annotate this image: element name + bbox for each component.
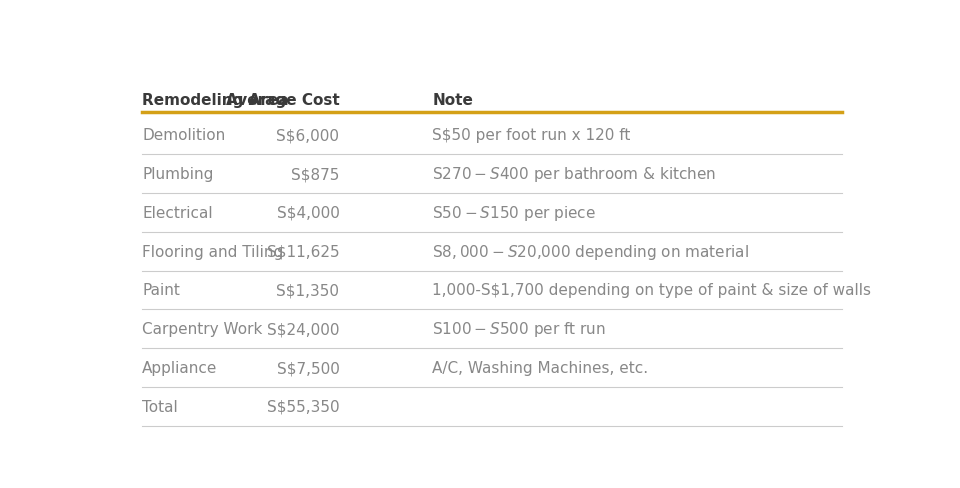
Text: Demolition: Demolition bbox=[142, 128, 226, 143]
Text: S$100-S$500 per ft run: S$100-S$500 per ft run bbox=[432, 320, 607, 339]
Text: Average Cost: Average Cost bbox=[226, 92, 340, 107]
Text: 1,000-S$1,700 depending on type of paint & size of walls: 1,000-S$1,700 depending on type of paint… bbox=[432, 283, 872, 298]
Text: S$7,500: S$7,500 bbox=[276, 360, 340, 375]
Text: S$8,000-S$20,000 depending on material: S$8,000-S$20,000 depending on material bbox=[432, 242, 750, 261]
Text: S$1,350: S$1,350 bbox=[276, 283, 340, 298]
Text: Paint: Paint bbox=[142, 283, 180, 298]
Text: S$6,000: S$6,000 bbox=[276, 128, 340, 143]
Text: Remodeling Area: Remodeling Area bbox=[142, 92, 289, 107]
Text: S$50 per foot run x 120 ft: S$50 per foot run x 120 ft bbox=[432, 128, 631, 143]
Text: S$50-S$150 per piece: S$50-S$150 per piece bbox=[432, 203, 596, 223]
Text: Electrical: Electrical bbox=[142, 205, 213, 221]
Text: S$270-S$400 per bathroom & kitchen: S$270-S$400 per bathroom & kitchen bbox=[432, 165, 717, 184]
Text: S$55,350: S$55,350 bbox=[267, 399, 340, 414]
Text: Carpentry Work: Carpentry Work bbox=[142, 322, 263, 337]
Text: A/C, Washing Machines, etc.: A/C, Washing Machines, etc. bbox=[432, 360, 649, 375]
Text: Total: Total bbox=[142, 399, 178, 414]
Text: S$11,625: S$11,625 bbox=[267, 244, 340, 259]
Text: Plumbing: Plumbing bbox=[142, 167, 214, 182]
Text: S$4,000: S$4,000 bbox=[276, 205, 340, 221]
Text: Appliance: Appliance bbox=[142, 360, 218, 375]
Text: S$875: S$875 bbox=[291, 167, 340, 182]
Text: S$24,000: S$24,000 bbox=[267, 322, 340, 337]
Text: Flooring and Tiling: Flooring and Tiling bbox=[142, 244, 283, 259]
Text: Note: Note bbox=[432, 92, 473, 107]
